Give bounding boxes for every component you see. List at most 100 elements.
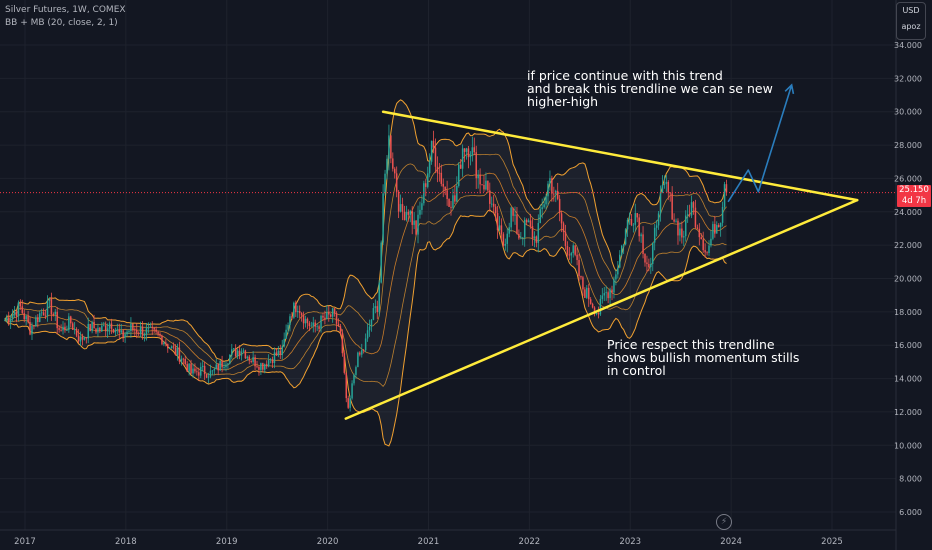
currency-selector[interactable]: USD apoz (896, 2, 926, 40)
candle-body (347, 398, 349, 408)
candle-body (504, 243, 507, 246)
candle-body (29, 322, 31, 335)
candle-body (438, 172, 441, 174)
candle-body (130, 323, 132, 332)
candle-body (297, 310, 299, 313)
candle-body (605, 292, 607, 294)
candle-body (698, 228, 701, 238)
time-tick-label: 2020 (317, 537, 339, 547)
candle-body (663, 183, 666, 185)
unit-label: apoz (901, 22, 921, 31)
candle-body (541, 207, 543, 210)
candle-body (331, 308, 334, 317)
candle-body (669, 192, 671, 194)
price-tick-label: 10.000 (894, 441, 922, 450)
candle-body (712, 224, 714, 239)
candle-body (68, 316, 70, 331)
candle-body (653, 227, 656, 243)
candle-body (496, 213, 499, 231)
candle-body (322, 315, 324, 318)
candle-body (52, 314, 55, 315)
candle-body (382, 193, 384, 243)
candle-body (196, 371, 198, 373)
candle-body (636, 213, 638, 218)
candle-body (564, 231, 567, 247)
chart-legend[interactable]: Silver Futures, 1W, COMEX BB + MB (20, c… (5, 4, 126, 30)
candle-body (33, 325, 35, 327)
candle-body (419, 209, 421, 215)
time-tick-label: 2018 (115, 537, 137, 547)
time-tick-label: 2023 (619, 537, 641, 547)
annotation-breakout[interactable]: if price continue with this trend and br… (527, 68, 773, 109)
candle-body (432, 140, 435, 148)
candle-body (141, 326, 144, 336)
candle-body (609, 289, 611, 299)
indicator-label[interactable]: BB + MB (20, close, 2, 1) (5, 18, 118, 28)
candle-body (231, 349, 233, 356)
candle-body (622, 244, 625, 246)
candle-body (442, 183, 444, 187)
candle-body (85, 337, 88, 339)
candle-body (562, 223, 565, 232)
candle-body (415, 220, 417, 235)
candle-body (128, 331, 130, 332)
candle-body (551, 178, 553, 194)
candle-body (106, 328, 109, 332)
price-tick-label: 22.000 (894, 241, 922, 250)
candle-body (188, 363, 190, 372)
candle-body (225, 364, 227, 368)
candle-body (314, 322, 316, 327)
candle-body (149, 326, 152, 328)
candle-body (430, 140, 433, 162)
candle-body (186, 364, 188, 372)
last-price-value: 25.150 (899, 185, 929, 195)
candle-body (201, 365, 204, 367)
candle-body (75, 328, 78, 336)
candle-body (361, 350, 363, 355)
candle-body (283, 338, 285, 347)
time-tick-label: 2024 (720, 537, 742, 547)
candle-body (502, 234, 505, 246)
candle-body (252, 357, 254, 362)
candle-body (595, 313, 598, 315)
candle-body (46, 300, 49, 316)
candle-body (671, 193, 673, 220)
price-tick-label: 24.000 (894, 208, 922, 217)
candle-body (655, 225, 658, 228)
candle-body (60, 329, 62, 331)
candle-body (122, 330, 124, 338)
candle-body (155, 329, 157, 332)
candle-body (13, 311, 16, 315)
price-tick-label: 8.000 (899, 475, 922, 484)
candle-body (110, 323, 113, 329)
candle-body (289, 316, 291, 326)
candle-body (714, 224, 716, 234)
candle-body (617, 267, 619, 275)
candle-body (659, 192, 662, 214)
candle-body (351, 383, 353, 399)
candle-body (143, 334, 146, 336)
candle-body (260, 363, 262, 370)
lightning-icon[interactable]: ⚡ (716, 514, 732, 530)
candle-body (525, 219, 528, 223)
candle-body (248, 356, 251, 361)
candle-body (190, 363, 192, 374)
candle-body (198, 372, 200, 376)
candle-body (273, 352, 276, 363)
candle-body (4, 320, 6, 322)
candle-body (490, 203, 493, 205)
candle-body (372, 308, 375, 320)
candle-body (170, 346, 173, 349)
candle-body (295, 302, 297, 313)
time-tick-label: 2022 (519, 537, 541, 547)
candle-body (343, 353, 346, 373)
annotation-support[interactable]: Price respect this trendline shows bulli… (607, 337, 800, 378)
upper-band-2sd (4, 99, 727, 362)
candle-body (359, 352, 361, 355)
candle-body (423, 183, 425, 204)
candle-body (139, 326, 142, 334)
candle-body (456, 185, 458, 202)
candle-body (97, 327, 99, 333)
price-tick-label: 32.000 (894, 74, 922, 83)
